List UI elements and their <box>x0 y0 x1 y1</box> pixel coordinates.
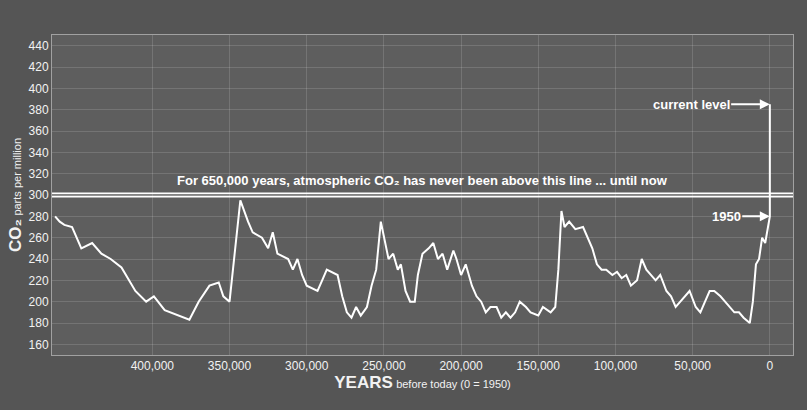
svg-text:360: 360 <box>29 124 49 138</box>
svg-text:240: 240 <box>29 252 49 266</box>
svg-text:0: 0 <box>766 359 773 373</box>
svg-text:50,000: 50,000 <box>674 359 711 373</box>
svg-text:180: 180 <box>29 316 49 330</box>
svg-text:260: 260 <box>29 231 49 245</box>
svg-text:250,000: 250,000 <box>362 359 406 373</box>
svg-text:350,000: 350,000 <box>208 359 252 373</box>
svg-text:200,000: 200,000 <box>439 359 483 373</box>
svg-text:440: 440 <box>29 39 49 53</box>
svg-text:CO₂ parts per million: CO₂ parts per million <box>6 138 25 252</box>
svg-text:200: 200 <box>29 295 49 309</box>
svg-text:YEARS before today (0 = 1950): YEARS before today (0 = 1950) <box>334 373 511 392</box>
svg-text:300: 300 <box>29 188 49 202</box>
svg-text:220: 220 <box>29 274 49 288</box>
svg-text:420: 420 <box>29 60 49 74</box>
svg-text:For 650,000 years, atmospheric: For 650,000 years, atmospheric CO₂ has n… <box>177 173 668 188</box>
svg-text:300,000: 300,000 <box>285 359 329 373</box>
svg-text:400,000: 400,000 <box>131 359 175 373</box>
svg-text:340: 340 <box>29 146 49 160</box>
svg-text:400: 400 <box>29 82 49 96</box>
svg-text:1950: 1950 <box>712 209 741 224</box>
svg-text:320: 320 <box>29 167 49 181</box>
svg-text:380: 380 <box>29 103 49 117</box>
svg-text:160: 160 <box>29 338 49 352</box>
svg-text:280: 280 <box>29 210 49 224</box>
svg-text:150,000: 150,000 <box>517 359 561 373</box>
svg-text:100,000: 100,000 <box>594 359 638 373</box>
svg-text:current level: current level <box>653 97 730 112</box>
